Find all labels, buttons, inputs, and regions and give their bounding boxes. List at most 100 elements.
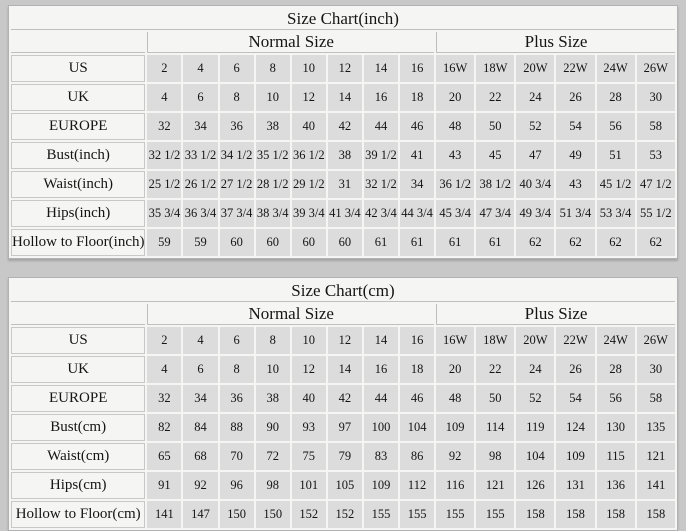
size-cell: 24: [516, 84, 555, 111]
size-cell: 38 3/4: [255, 200, 290, 227]
size-cell: 38 1/2: [476, 171, 515, 198]
size-cell: 141: [147, 501, 182, 528]
size-cell: 26: [556, 356, 595, 383]
size-cell: 14: [327, 84, 362, 111]
size-cell: 20W: [516, 55, 555, 82]
row-label: Waist(inch): [11, 171, 146, 198]
size-cell: 42: [327, 113, 362, 140]
table-row: UK 4 6 8 10 12 14 16 18 20 22 24 26 28 30: [11, 84, 675, 111]
size-cell: 150: [255, 501, 290, 528]
size-cell: 45: [476, 142, 515, 169]
size-cell: 49 3/4: [516, 200, 555, 227]
size-cell: 43: [436, 142, 475, 169]
size-cell: 39 3/4: [291, 200, 326, 227]
size-cell: 104: [516, 443, 555, 470]
row-label: UK: [11, 356, 146, 383]
size-cell: 98: [255, 472, 290, 499]
size-cell: 158: [636, 501, 675, 528]
size-cell: 121: [636, 443, 675, 470]
size-cell: 96: [219, 472, 254, 499]
size-cell: 28 1/2: [255, 171, 290, 198]
size-cell: 47 3/4: [476, 200, 515, 227]
size-cell: 147: [183, 501, 218, 528]
size-cell: 56: [596, 113, 635, 140]
size-cell: 28: [596, 84, 635, 111]
size-cell: 42: [327, 385, 362, 412]
size-cell: 16: [400, 55, 435, 82]
size-cell: 16W: [436, 327, 475, 354]
size-cell: 6: [219, 327, 254, 354]
size-cell: 30: [636, 356, 675, 383]
size-cell: 65: [147, 443, 182, 470]
size-cell: 44: [363, 113, 399, 140]
size-cell: 36 3/4: [183, 200, 218, 227]
size-cell: 61: [436, 229, 475, 256]
group-header-normal-size: Normal Size: [147, 32, 435, 53]
size-cell: 158: [596, 501, 635, 528]
size-cell: 34: [183, 385, 218, 412]
corner-cell: [11, 32, 146, 53]
size-cell: 44: [363, 385, 399, 412]
size-cell: 43: [556, 171, 595, 198]
size-cell: 35 3/4: [147, 200, 182, 227]
group-header-row: Normal Size Plus Size: [11, 32, 675, 53]
size-cell: 82: [147, 414, 182, 441]
size-cell: 25 1/2: [147, 171, 182, 198]
size-cell: 31: [327, 171, 362, 198]
row-label: EUROPE: [11, 113, 146, 140]
size-cell: 41 3/4: [327, 200, 362, 227]
title-row: Size Chart(inch): [11, 8, 675, 30]
size-cell: 10: [255, 356, 290, 383]
size-cell: 58: [636, 113, 675, 140]
size-cell: 30: [636, 84, 675, 111]
table-title: Size Chart(cm): [11, 280, 675, 302]
size-cell: 6: [183, 356, 218, 383]
size-cell: 92: [183, 472, 218, 499]
size-cell: 8: [219, 84, 254, 111]
size-cell: 131: [556, 472, 595, 499]
size-cell: 104: [400, 414, 435, 441]
size-cell: 14: [363, 55, 399, 82]
size-cell: 16W: [436, 55, 475, 82]
size-cell: 24: [516, 356, 555, 383]
size-cell: 152: [327, 501, 362, 528]
size-cell: 158: [556, 501, 595, 528]
size-cell: 61: [363, 229, 399, 256]
size-cell: 16: [363, 84, 399, 111]
size-cell: 10: [291, 55, 326, 82]
row-label: Hips(cm): [11, 472, 146, 499]
size-cell: 35 1/2: [255, 142, 290, 169]
table-row: US 2 4 6 8 10 12 14 16 16W 18W 20W 22W 24W 26W: [11, 327, 675, 354]
size-cell: 26 1/2: [183, 171, 218, 198]
size-cell: 12: [327, 327, 362, 354]
size-cell: 155: [400, 501, 435, 528]
size-cell: 158: [516, 501, 555, 528]
size-cell: 37 3/4: [219, 200, 254, 227]
size-cell: 49: [556, 142, 595, 169]
size-cell: 61: [476, 229, 515, 256]
size-cell: 116: [436, 472, 475, 499]
size-cell: 10: [255, 84, 290, 111]
size-cell: 20W: [516, 327, 555, 354]
size-cell: 90: [255, 414, 290, 441]
group-header-normal-size: Normal Size: [147, 304, 435, 325]
size-cell: 72: [255, 443, 290, 470]
size-cell: 4: [147, 356, 182, 383]
size-cell: 22W: [556, 327, 595, 354]
size-cell: 60: [255, 229, 290, 256]
row-label: UK: [11, 84, 146, 111]
size-cell: 62: [516, 229, 555, 256]
size-cell: 27 1/2: [219, 171, 254, 198]
table-row: UK 4 6 8 10 12 14 16 18 20 22 24 26 28 30: [11, 356, 675, 383]
size-cell: 6: [219, 55, 254, 82]
size-chart-inch-table: Size Chart(inch) Normal Size Plus Size U…: [8, 5, 678, 259]
size-cell: 91: [147, 472, 182, 499]
size-cell: 51: [596, 142, 635, 169]
table-row: Waist(cm) 65 68 70 72 75 79 83 86 92 98 104 109 115 12…: [11, 443, 675, 470]
size-cell: 34 1/2: [219, 142, 254, 169]
size-cell: 12: [291, 84, 326, 111]
size-cell: 92: [436, 443, 475, 470]
size-cell: 4: [183, 327, 218, 354]
size-cell: 40 3/4: [516, 171, 555, 198]
size-cell: 53 3/4: [596, 200, 635, 227]
